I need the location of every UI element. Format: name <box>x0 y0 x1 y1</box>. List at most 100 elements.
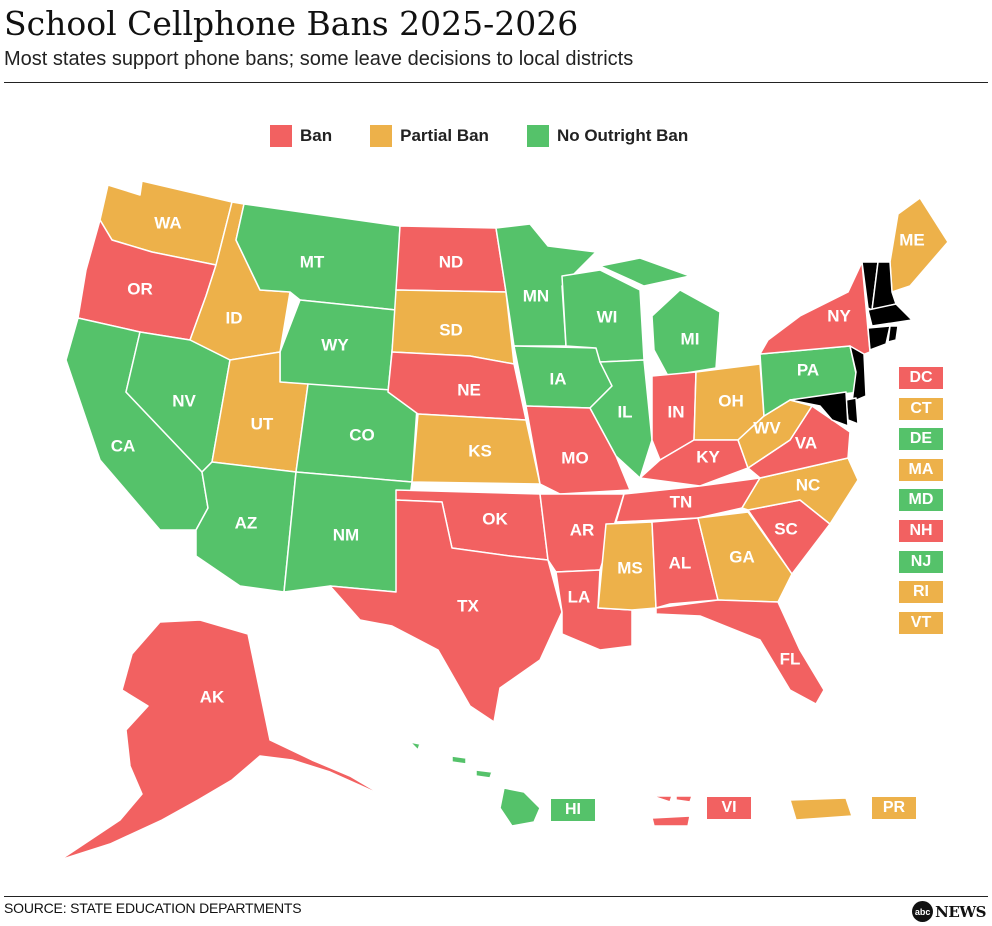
small-state-ri-label: RI <box>913 583 929 600</box>
label-VA: VA <box>795 434 817 453</box>
state-MI[interactable] <box>599 257 721 377</box>
label-ID: ID <box>226 309 243 328</box>
label-ND: ND <box>439 253 464 272</box>
state-CT[interactable] <box>867 325 891 351</box>
legend-item-ban: Ban <box>270 125 332 147</box>
label-AL: AL <box>669 554 692 573</box>
small-state-dc: DC <box>899 367 943 389</box>
label-OR: OR <box>127 280 153 299</box>
label-GA: GA <box>729 548 755 567</box>
state-NY[interactable] <box>759 261 871 357</box>
label-PA: PA <box>797 361 819 380</box>
bottom-divider <box>4 896 988 897</box>
state-MS[interactable] <box>597 521 657 611</box>
territory-label-pr: PR <box>882 799 906 816</box>
label-MT: MT <box>300 253 325 272</box>
label-AZ: AZ <box>235 514 258 533</box>
label-IL: IL <box>617 403 632 422</box>
label-AK: AK <box>200 688 225 707</box>
label-KY: KY <box>696 448 720 467</box>
legend-label-ban: Ban <box>300 126 333 145</box>
legend-item-partial-ban: Partial Ban <box>370 125 489 147</box>
legend: Ban Partial Ban No Outright Ban <box>270 125 688 147</box>
state-MA[interactable] <box>867 303 913 327</box>
small-state-de: DE <box>899 428 943 450</box>
state-AK[interactable] <box>59 619 385 861</box>
label-WI: WI <box>597 308 618 327</box>
label-MN: MN <box>523 287 549 306</box>
label-NE: NE <box>457 381 481 400</box>
label-MO: MO <box>561 449 588 468</box>
label-NY: NY <box>827 307 851 326</box>
state-RI[interactable] <box>887 325 899 343</box>
label-MI: MI <box>681 330 700 349</box>
label-OK: OK <box>482 510 508 529</box>
small-state-nj-label: NJ <box>910 553 932 570</box>
label-OH: OH <box>718 392 744 411</box>
state-TX[interactable] <box>329 499 563 723</box>
label-NV: NV <box>172 392 196 411</box>
abc-logo-text: NEWS <box>935 902 986 921</box>
map-title: School Cellphone Bans 2025-2026 <box>4 4 579 43</box>
label-WA: WA <box>154 214 181 233</box>
state-AL[interactable] <box>651 517 719 609</box>
label-IA: IA <box>550 370 567 389</box>
legend-swatch-no-outright-ban <box>526 125 549 147</box>
top-divider <box>4 82 988 83</box>
abc-news-logo: abc NEWS <box>912 901 986 922</box>
territory-box-pr: PR <box>872 797 916 819</box>
label-UT: UT <box>251 415 274 434</box>
small-state-ma: MA <box>899 459 943 481</box>
legend-swatch-ban <box>270 125 292 147</box>
legend-swatch-partial-ban <box>370 125 393 147</box>
label-ME: ME <box>899 231 925 250</box>
label-MS: MS <box>617 559 643 578</box>
label-WV: WV <box>753 419 781 438</box>
label-IN: IN <box>668 403 685 422</box>
territory-label-hi: HI <box>565 801 581 818</box>
label-NC: NC <box>796 476 821 495</box>
label-AR: AR <box>570 521 595 540</box>
small-state-vt: VT <box>899 612 943 634</box>
state-FL[interactable] <box>655 599 825 705</box>
state-HI[interactable] <box>409 741 541 827</box>
legend-item-no-outright-ban: No Outright Ban <box>526 125 689 147</box>
label-SC: SC <box>774 520 798 539</box>
state-NH[interactable] <box>871 261 897 311</box>
small-state-vt-label: VT <box>910 614 932 631</box>
label-TN: TN <box>670 493 693 512</box>
legend-label-no-outright-ban: No Outright Ban <box>556 126 689 145</box>
small-state-ct-label: CT <box>910 400 932 417</box>
abc-logo-mark: abc <box>912 901 934 922</box>
state-PR[interactable] <box>789 797 853 821</box>
state-MD[interactable] <box>789 391 849 427</box>
small-state-md: MD <box>899 489 943 511</box>
state-LA[interactable] <box>555 569 633 651</box>
label-NM: NM <box>333 526 359 545</box>
territory-box-hi: HI <box>551 799 595 821</box>
small-state-ri: RI <box>899 581 943 603</box>
legend-label-partial-ban: Partial Ban <box>400 126 489 145</box>
small-state-de-label: DE <box>909 430 933 447</box>
small-state-dc-label: DC <box>909 369 933 386</box>
state-GA[interactable] <box>697 511 793 603</box>
state-IL[interactable] <box>589 359 653 479</box>
small-state-nh: NH <box>899 520 943 542</box>
source-note: SOURCE: STATE EDUCATION DEPARTMENTS <box>4 900 302 916</box>
label-KS: KS <box>468 442 492 461</box>
label-SD: SD <box>439 321 463 340</box>
map-subtitle: Most states support phone bans; some lea… <box>4 48 634 70</box>
small-state-ct: CT <box>899 398 943 420</box>
label-WY: WY <box>321 336 349 355</box>
small-state-md-label: MD <box>908 491 934 508</box>
label-LA: LA <box>568 588 591 607</box>
territory-label-vi: VI <box>721 799 737 816</box>
small-state-nj: NJ <box>899 551 943 573</box>
label-CA: CA <box>111 437 136 456</box>
small-state-nh-label: NH <box>909 522 933 539</box>
state-VI[interactable] <box>651 795 693 827</box>
label-FL: FL <box>780 650 801 669</box>
state-NJ[interactable] <box>849 345 867 403</box>
label-TX: TX <box>457 597 479 616</box>
